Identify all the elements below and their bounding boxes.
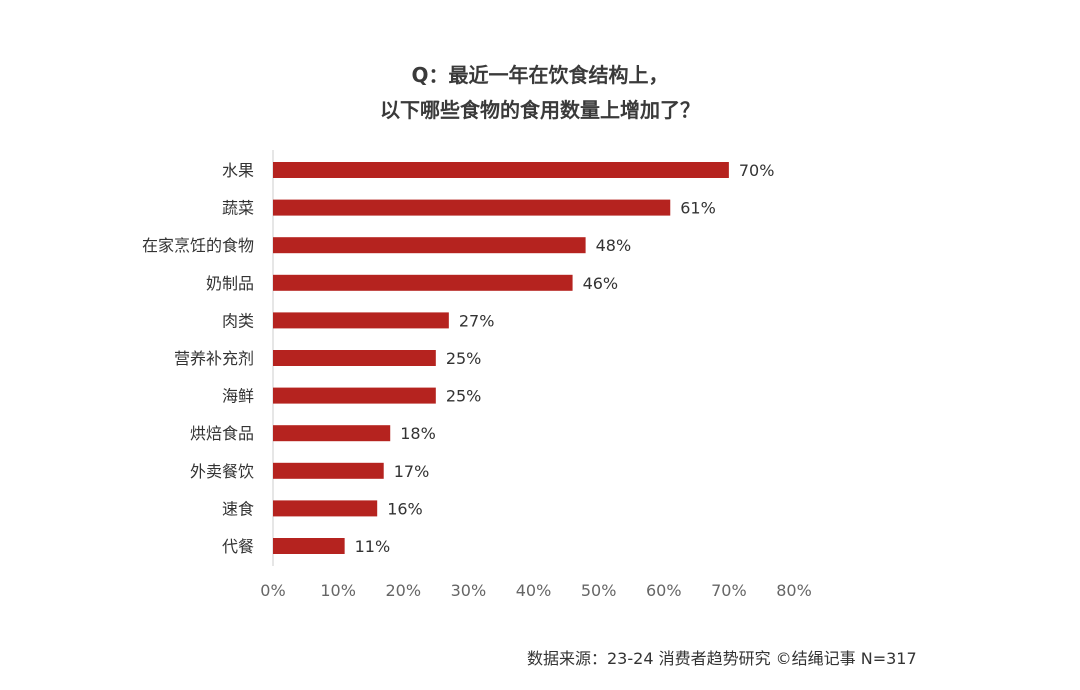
bar [273, 462, 384, 479]
value-label: 18% [400, 424, 436, 443]
x-tick-label: 10% [320, 581, 356, 600]
value-label: 11% [355, 537, 391, 556]
bar [273, 538, 345, 554]
bar [273, 237, 586, 254]
bar [273, 199, 671, 216]
category-label: 蔬菜 [222, 199, 254, 218]
value-label: 46% [583, 274, 619, 293]
category-label: 奶制品 [206, 274, 254, 293]
x-tick-label: 20% [385, 581, 421, 600]
bar [273, 425, 391, 442]
value-label: 48% [596, 236, 632, 255]
x-tick-label: 40% [516, 581, 552, 600]
x-tick-label: 70% [711, 581, 747, 600]
x-tick-label: 50% [581, 581, 617, 600]
value-label: 16% [387, 499, 423, 518]
category-label: 海鲜 [222, 387, 254, 406]
category-label: 速食 [222, 499, 254, 518]
value-label: 25% [446, 387, 482, 406]
source-note: 数据来源：23-24 消费者趋势研究 ©结绳记事 N=317 [527, 649, 917, 668]
bar [273, 500, 378, 517]
value-label: 27% [459, 311, 495, 330]
category-label: 水果 [222, 161, 254, 180]
category-label: 烘焙食品 [190, 424, 254, 443]
x-tick-label: 0% [260, 581, 285, 600]
x-tick-label: 30% [451, 581, 487, 600]
value-label: 70% [739, 161, 775, 180]
value-label: 61% [680, 199, 716, 218]
bar [273, 312, 449, 329]
x-tick-label: 60% [646, 581, 682, 600]
chart-title: Q：最近一年在饮食结构上， 以下哪些食物的食用数量上增加了？ [0, 58, 1080, 128]
bar [273, 387, 436, 404]
bar [273, 162, 729, 178]
category-label: 营养补充剂 [174, 349, 254, 368]
chart-title-line-1: Q：最近一年在饮食结构上， [411, 63, 669, 87]
bar [273, 350, 436, 366]
category-label: 在家烹饪的食物 [142, 236, 254, 255]
category-label: 外卖餐饮 [190, 462, 254, 481]
chart-title-line-2: 以下哪些食物的食用数量上增加了？ [380, 98, 700, 122]
value-label: 17% [394, 462, 430, 481]
category-label: 代餐 [222, 537, 254, 556]
category-label: 肉类 [222, 311, 254, 330]
value-label: 25% [446, 349, 482, 368]
bar [273, 274, 573, 291]
x-tick-label: 80% [776, 581, 812, 600]
